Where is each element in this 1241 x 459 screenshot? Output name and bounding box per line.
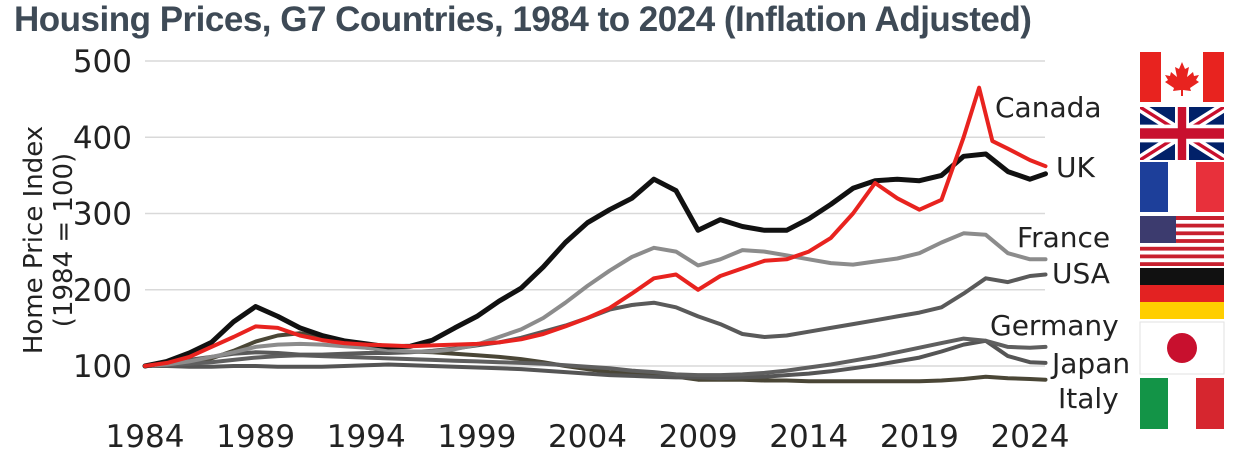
y-axis-title-line2: (1984 = 100) [49,153,79,327]
canada-flag [1140,52,1224,102]
chart-title: Housing Prices, G7 Countries, 1984 to 20… [14,0,1032,39]
y-tick-label: 500 [73,44,132,80]
x-axis-ticks: 1984 1989 1994 1999 2004 2009 2014 2019 2024 [106,419,1070,455]
usa-flag [1140,216,1224,266]
germany-flag [1140,268,1224,319]
label-uk: UK [1056,151,1095,184]
x-tick-label: 1984 [106,419,185,455]
x-tick-label: 1999 [437,419,516,455]
y-tick-label: 400 [73,120,132,156]
label-usa: USA [1052,257,1110,290]
x-tick-label: 1994 [327,419,406,455]
y-axis-title-line1: Home Price Index [19,126,49,354]
italy-flag [1140,378,1224,429]
y-tick-label: 200 [73,273,132,309]
label-germany: Germany [990,309,1119,342]
series-france [143,231,1048,368]
series-lines [142,85,1048,384]
x-tick-label: 1989 [216,419,295,455]
uk-flag [1140,107,1224,160]
x-tick-label: 2019 [880,419,959,455]
series-uk [142,151,1048,369]
series-canada [143,85,1048,368]
label-japan: Japan [1050,347,1130,380]
label-france: France [1017,221,1110,254]
x-tick-label: 2009 [659,419,738,455]
x-tick-label: 2014 [769,419,848,455]
x-tick-label: 2004 [548,419,627,455]
japan-flag [1139,321,1225,375]
y-axis-ticks: 100 200 300 400 500 [73,44,132,385]
label-canada: Canada [995,91,1102,124]
label-italy: Italy [1058,382,1119,415]
y-axis-title: Home Price Index (1984 = 100) [19,126,79,354]
series-japan [143,338,1048,381]
country-flags [1139,52,1225,429]
y-tick-label: 100 [73,349,132,385]
series-labels: Canada UK France USA Germany Japan Italy [990,91,1130,415]
france-flag [1140,162,1224,212]
x-tick-label: 2024 [991,419,1070,455]
y-tick-label: 300 [73,197,132,233]
